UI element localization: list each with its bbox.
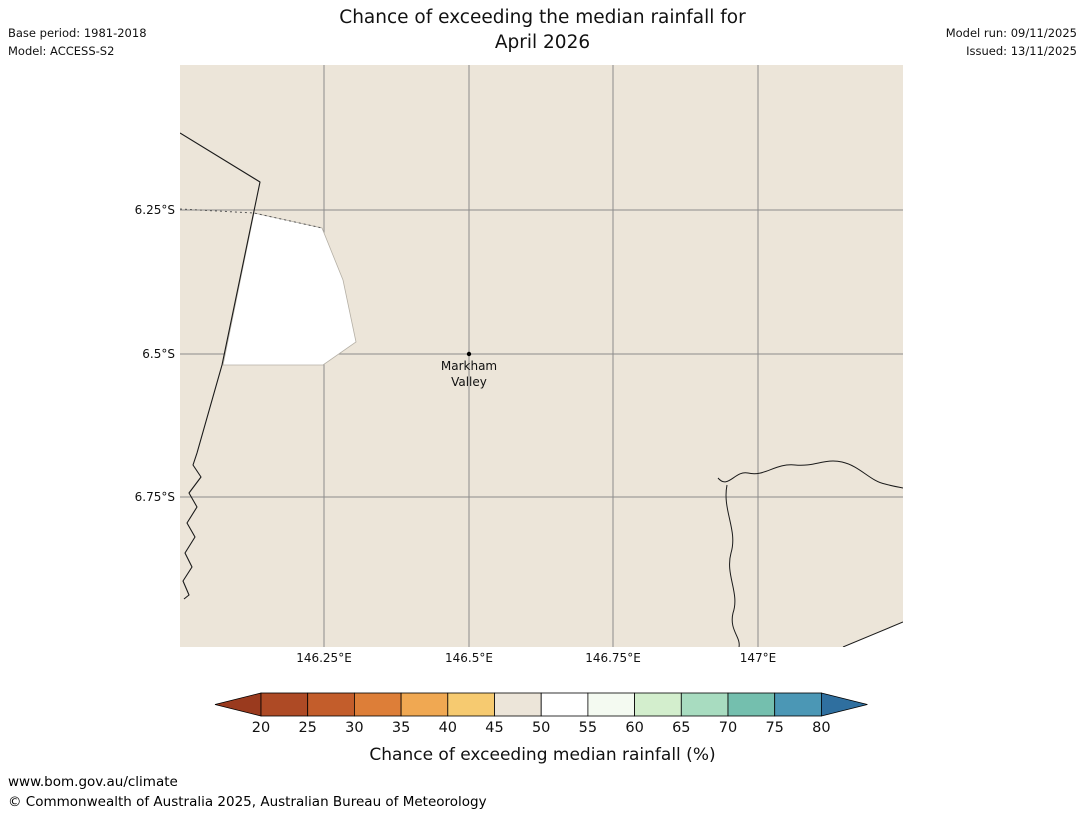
colorbar-segment (307, 692, 355, 717)
colorbar-arrow-left (214, 692, 262, 717)
colorbar-arrow-right (821, 692, 868, 717)
colorbar-tick-label: 60 (625, 720, 644, 736)
colorbar-legend (214, 692, 868, 717)
colorbar-segment (680, 692, 729, 717)
lat-tick-label: 6.25°S (134, 203, 175, 217)
colorbar-segment (587, 692, 635, 717)
colorbar-segment (260, 692, 309, 717)
colorbar-segment (353, 692, 402, 717)
river-line-vertical (725, 484, 740, 647)
lon-tick-label: 147°E (739, 651, 777, 665)
copyright-text: © Commonwealth of Australia 2025, Austra… (8, 794, 487, 810)
colorbar-segment (494, 692, 542, 717)
coast-line-corner (842, 621, 903, 647)
forecast-map (180, 65, 903, 647)
colorbar-tick-label: 40 (438, 720, 458, 736)
colorbar-tick-label: 30 (345, 720, 364, 736)
model-name-text: Model: ACCESS-S2 (8, 44, 115, 58)
location-label-line1: Markham (440, 359, 498, 373)
title-line1: Chance of exceeding the median rainfall … (339, 7, 746, 28)
lat-tick-label: 6.75°S (134, 490, 175, 504)
colorbar-tick-label: 45 (485, 720, 504, 736)
model-info-block: Base period: 1981-2018 Model: ACCESS-S2 (8, 24, 147, 60)
colorbar-tick-label: 80 (812, 720, 831, 736)
issued-text: Issued: 13/11/2025 (966, 44, 1077, 58)
colorbar-tick-label: 75 (765, 720, 784, 736)
colorbar-segment (774, 692, 822, 717)
colorbar-segment (447, 692, 495, 717)
lon-tick-label: 146.25°E (296, 651, 352, 665)
lon-tick-label: 146.5°E (445, 651, 493, 665)
river-line-horizontal (717, 460, 903, 489)
title-line2: April 2026 (494, 32, 591, 53)
colorbar-tick-label: 25 (298, 720, 317, 736)
location-label: Markham Valley (409, 359, 529, 390)
border-line (180, 132, 261, 600)
base-period-text: Base period: 1981-2018 (8, 26, 147, 40)
colorbar-segment (540, 692, 589, 717)
colorbar-segment (400, 692, 449, 717)
bom-url-text: www.bom.gov.au/climate (8, 774, 178, 790)
map-canvas (180, 65, 903, 647)
contour-dotted-line (180, 208, 323, 229)
colorbar-tick-label: 20 (251, 720, 271, 736)
location-marker-dot (466, 351, 472, 357)
colorbar-segment (727, 692, 776, 717)
colorbar-tick-label: 50 (531, 720, 551, 736)
colorbar-tick-label: 55 (578, 720, 598, 736)
colorbar-segment (634, 692, 682, 717)
page-title: Chance of exceeding the median rainfall … (0, 5, 1085, 55)
run-info-block: Model run: 09/11/2025 Issued: 13/11/2025 (946, 24, 1077, 60)
model-run-text: Model run: 09/11/2025 (945, 26, 1077, 40)
colorbar-tick-label: 35 (391, 720, 411, 736)
colorbar-tick-label: 65 (672, 720, 691, 736)
colorbar-tick-label: 70 (718, 720, 738, 736)
above-median-region (222, 212, 357, 366)
location-label-line2: Valley (451, 374, 487, 389)
lon-tick-label: 146.75°E (585, 651, 641, 665)
lat-tick-label: 6.5°S (142, 347, 175, 361)
colorbar-label: Chance of exceeding median rainfall (%) (369, 745, 716, 765)
